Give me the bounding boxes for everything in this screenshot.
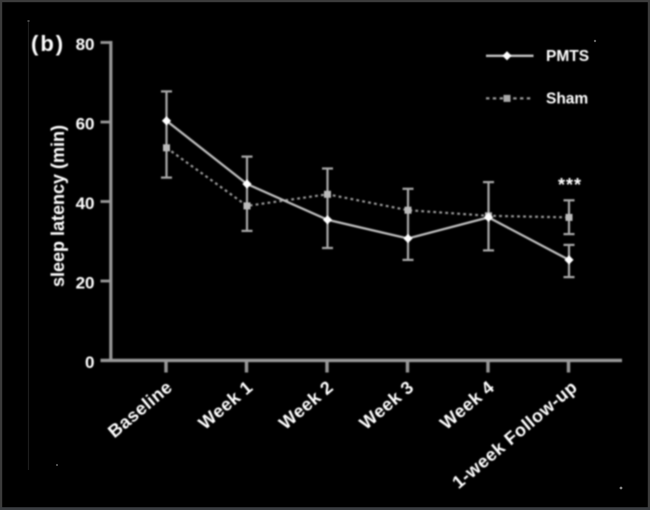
svg-text:sleep latency (min): sleep latency (min): [48, 125, 68, 287]
svg-text:20: 20: [76, 274, 95, 293]
svg-text:40: 40: [76, 194, 95, 213]
svg-text:(b): (b): [31, 31, 65, 56]
svg-text:Sham: Sham: [546, 91, 588, 108]
svg-text:***: ***: [558, 175, 582, 195]
svg-text:80: 80: [76, 35, 95, 54]
svg-text:60: 60: [76, 115, 95, 134]
svg-text:0: 0: [85, 353, 94, 372]
svg-text:PMTS: PMTS: [546, 48, 589, 65]
